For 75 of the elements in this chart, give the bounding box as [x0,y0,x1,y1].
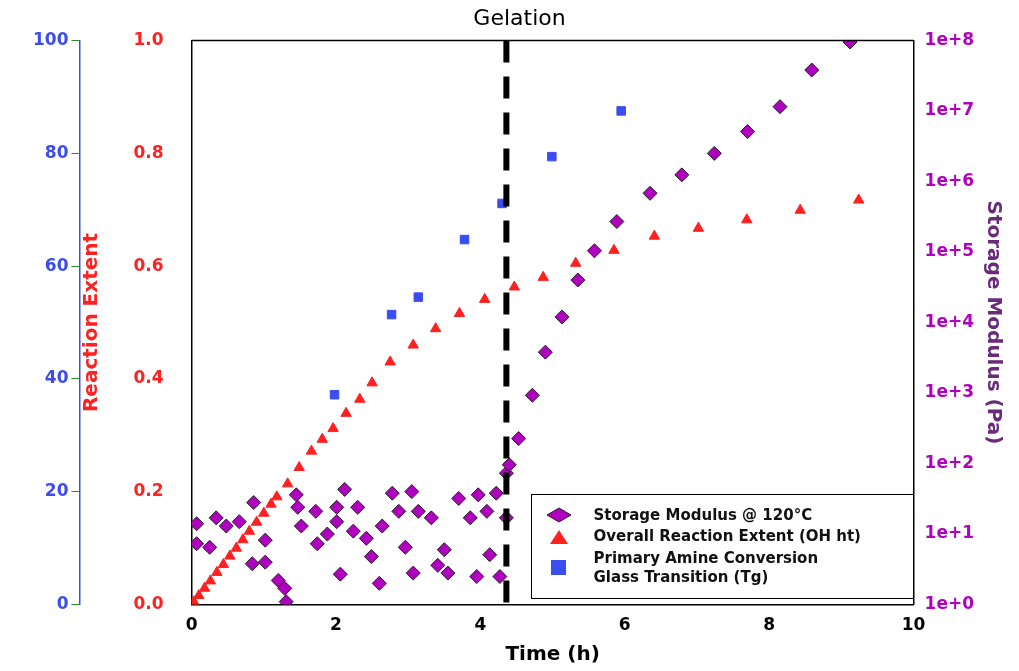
point [453,306,466,317]
point [569,256,582,267]
point [537,270,549,281]
point [384,355,396,366]
y-tick-label: 0.4 [133,367,164,388]
point [853,193,865,204]
x-tick-label: 4 [474,614,487,635]
y2-tick-label: 1e+5 [924,240,975,261]
point [281,477,294,488]
point [413,292,424,302]
y3-tick-label: 20 [44,480,69,501]
point [316,432,328,443]
point [407,338,419,349]
point [429,322,442,333]
y-tick-label: 0.2 [133,480,164,501]
point [386,309,397,320]
point [616,106,626,116]
chart-title: Gelation [473,4,566,30]
point [258,506,270,517]
y2-tick-label: 1e+7 [924,99,975,120]
y2-tick-label: 1e+6 [924,169,975,190]
legend-label: Storage Modulus @ 120°C [593,505,813,525]
legend-label: Primary Amine Conversion Glass Transition (Tg) [593,549,819,587]
point [305,444,318,455]
x-tick-label: 6 [618,614,631,635]
point [479,292,491,303]
point [217,558,230,569]
point [508,280,521,291]
point [366,376,378,387]
point [547,151,557,162]
y-tick-label: 1.0 [133,28,164,49]
y-axis-title: Reaction Extent [77,232,102,413]
x-tick-label: 2 [330,614,342,635]
y2-tick-label: 1e+1 [924,522,975,543]
point [794,203,806,214]
y2-tick-label: 1e+8 [924,28,975,49]
point [224,549,236,560]
y2-tick-label: 1e+0 [924,593,975,614]
point [243,524,256,535]
point [608,243,620,254]
point [265,497,277,508]
point [327,422,339,433]
point [741,213,753,224]
y2-axis-title: Storage Modulus (Pa) [982,200,1007,445]
point [293,461,305,471]
y3-tick-label: 100 [32,28,69,49]
y3-tick-label: 40 [44,367,69,388]
point [329,389,340,400]
y2-tick-label: 1e+2 [924,451,975,472]
y2-tick-label: 1e+4 [924,310,975,331]
point [271,490,283,501]
point [692,221,705,232]
point [250,515,263,526]
point [204,574,217,585]
point [211,565,223,576]
y3-tick-label: 60 [44,254,69,275]
point [193,589,205,600]
point [230,541,243,552]
point [198,581,211,592]
y-tick-label: 0.0 [133,593,164,614]
point [237,533,249,544]
y-tick-label: 0.6 [133,254,164,275]
point [340,406,352,417]
point [459,234,470,245]
y3-tick-label: 80 [44,141,69,162]
y-tick-label: 0.8 [133,141,164,162]
point [354,392,366,403]
y3-tick-label: 0 [56,593,69,614]
x-tick-label: 8 [763,614,776,635]
x-axis-title: Time (h) [505,641,600,666]
x-tick-label: 0 [185,614,198,635]
point [648,229,661,240]
x-tick-label: 10 [901,614,926,635]
legend-label: Overall Reaction Extent (OH ht) [593,527,861,547]
y2-tick-label: 1e+3 [924,381,975,402]
